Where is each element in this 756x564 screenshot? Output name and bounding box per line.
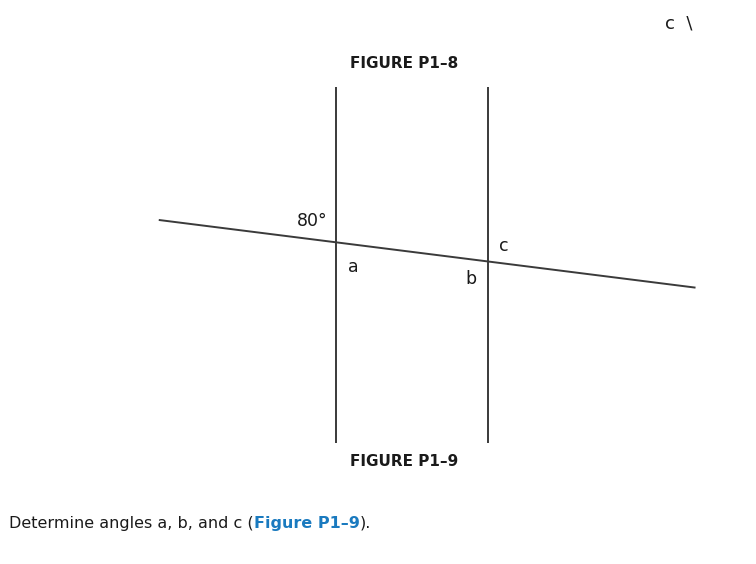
Text: Determine angles a, b, and c (: Determine angles a, b, and c ( xyxy=(9,516,254,531)
Text: c  \: c \ xyxy=(665,14,692,32)
Text: Figure P1–9: Figure P1–9 xyxy=(254,516,360,531)
Text: b: b xyxy=(465,270,476,288)
Text: FIGURE P1–9: FIGURE P1–9 xyxy=(350,454,459,469)
Text: ).: ). xyxy=(360,516,371,531)
Text: 80°: 80° xyxy=(296,212,327,230)
Text: c: c xyxy=(499,237,509,255)
Text: a: a xyxy=(348,258,358,276)
Text: FIGURE P1–8: FIGURE P1–8 xyxy=(350,55,459,70)
